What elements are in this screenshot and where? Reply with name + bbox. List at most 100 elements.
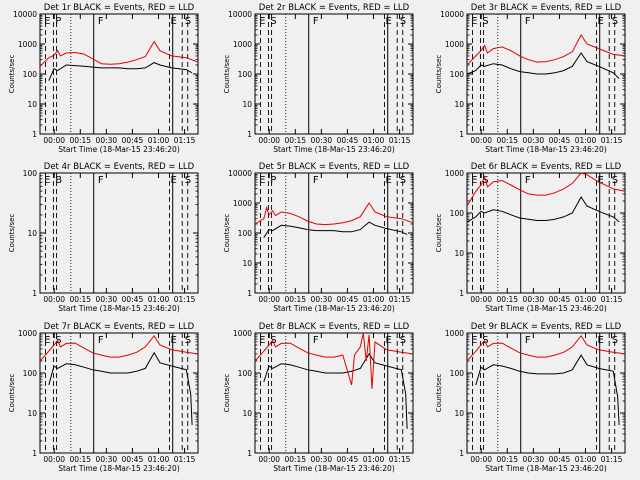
x-tick-label: 00:30 [311, 295, 333, 304]
y-tick-label: 1000 [445, 169, 464, 178]
flag-label: E [171, 335, 177, 346]
y-tick-label: 1 [247, 449, 252, 458]
flag-label: P [55, 16, 61, 27]
y-tick-label: 100 [23, 169, 38, 178]
series-line-lld [39, 40, 199, 67]
x-tick-label: 00:00 [43, 455, 65, 464]
flag-label: E [598, 16, 604, 27]
y-tick-label: 1 [459, 289, 464, 298]
plot-frame [466, 332, 626, 454]
flag-label: E [44, 335, 50, 346]
flag-label: S [270, 335, 276, 346]
x-tick-label: 01:00 [363, 455, 385, 464]
y-axis-label: Counts/sec [8, 55, 16, 94]
y-tick-label: 1000 [18, 329, 37, 338]
y-tick-label: 1 [247, 130, 252, 139]
series-line-lld [254, 332, 414, 389]
flag-label: F [313, 175, 319, 186]
series-line-events [48, 62, 193, 81]
x-tick-label: 00:00 [470, 136, 492, 145]
y-tick-label: 10 [27, 409, 37, 418]
flag-label: F [98, 335, 104, 346]
x-tick-label: 01:00 [363, 136, 385, 145]
chart-title: Det 8r BLACK = Events, RED = LLD [259, 322, 410, 332]
x-tick-label: 00:45 [337, 455, 359, 464]
chart-panel-5: Det 5r BLACK = Events, RED = LLD 1 10 100 10… [223, 162, 414, 313]
y-tick-label: 100 [238, 70, 253, 79]
x-tick-label: 00:15 [284, 136, 306, 145]
series-line-events [263, 352, 408, 429]
y-axis-label: Counts/sec [223, 214, 231, 253]
plot-frame [39, 332, 199, 454]
flag-label: E [386, 16, 392, 27]
series-line-lld [466, 334, 626, 362]
y-tick-label: 10000 [13, 10, 37, 19]
x-tick-label: 00:30 [96, 455, 118, 464]
y-tick-label: 10 [242, 100, 252, 109]
flag-label: S [612, 335, 618, 346]
flag-label: S [400, 175, 406, 186]
flag-label: S [612, 16, 618, 27]
y-tick-label: 10 [27, 229, 37, 238]
x-tick-label: 00:00 [43, 136, 65, 145]
x-tick-label: 01:00 [575, 455, 597, 464]
series-line-lld [254, 202, 414, 226]
flag-label: E [259, 16, 265, 27]
flag-label: P [270, 175, 276, 186]
x-tick-label: 01:00 [575, 136, 597, 145]
flag-label: E [171, 16, 177, 27]
series-line-lld [466, 172, 626, 207]
x-tick-label: 00:00 [258, 455, 280, 464]
series-line-lld [466, 34, 626, 66]
plot-frame [254, 332, 414, 454]
y-tick-label: 1 [32, 289, 37, 298]
x-tick-label: 00:30 [96, 136, 118, 145]
flag-label: E [386, 175, 392, 186]
series-line-events [466, 196, 620, 223]
y-tick-label: 100 [23, 369, 38, 378]
series-line-events [48, 351, 193, 426]
chart-panel-7: Det 7r BLACK = Events, RED = LLD 1 10 100 10… [8, 322, 199, 473]
flag-label: F [313, 335, 319, 346]
chart-title: Det 7r BLACK = Events, RED = LLD [44, 322, 195, 332]
flag-label: S [400, 335, 406, 346]
x-tick-label: 00:30 [96, 295, 118, 304]
y-tick-label: 1 [459, 130, 464, 139]
x-tick-label: 00:15 [69, 136, 91, 145]
x-tick-label: 00:00 [470, 455, 492, 464]
chart-panel-2: Det 2r BLACK = Events, RED = LLD 1 10 100 10… [223, 3, 414, 154]
flag-label: E [44, 16, 50, 27]
x-tick-label: 01:15 [389, 136, 411, 145]
x-tick-label: 00:30 [523, 295, 545, 304]
y-tick-label: 10 [454, 100, 464, 109]
y-tick-label: 10 [242, 409, 252, 418]
x-tick-label: 00:45 [122, 295, 144, 304]
chart-panel-9: Det 9r BLACK = Events, RED = LLD 1 10 100 10… [435, 322, 626, 473]
chart-title: Det 6r BLACK = Events, RED = LLD [471, 162, 622, 172]
flag-label: E [471, 335, 477, 346]
x-tick-label: 00:45 [337, 295, 359, 304]
y-tick-label: 1000 [445, 40, 464, 49]
y-tick-label: 100 [23, 70, 38, 79]
series-line-events [475, 354, 620, 426]
x-tick-label: 00:15 [496, 136, 518, 145]
x-tick-label: 00:45 [337, 136, 359, 145]
x-tick-label: 01:15 [174, 136, 196, 145]
x-tick-label: 01:00 [148, 455, 170, 464]
flag-label: B [55, 175, 62, 186]
flag-label: E [598, 175, 604, 186]
flag-label: E [386, 335, 392, 346]
x-tick-label: 00:30 [523, 136, 545, 145]
flag-label: S [400, 16, 406, 27]
y-tick-label: 100 [450, 70, 465, 79]
y-axis-label: Counts/sec [223, 55, 231, 94]
flag-label: F [313, 16, 319, 27]
y-tick-label: 1 [247, 289, 252, 298]
y-tick-label: 10 [454, 249, 464, 258]
x-axis-label: Start Time (18-Mar-15 23:46:20) [273, 304, 395, 313]
x-tick-label: 00:30 [311, 455, 333, 464]
x-axis-label: Start Time (18-Mar-15 23:46:20) [485, 464, 607, 473]
x-tick-label: 01:15 [601, 455, 623, 464]
